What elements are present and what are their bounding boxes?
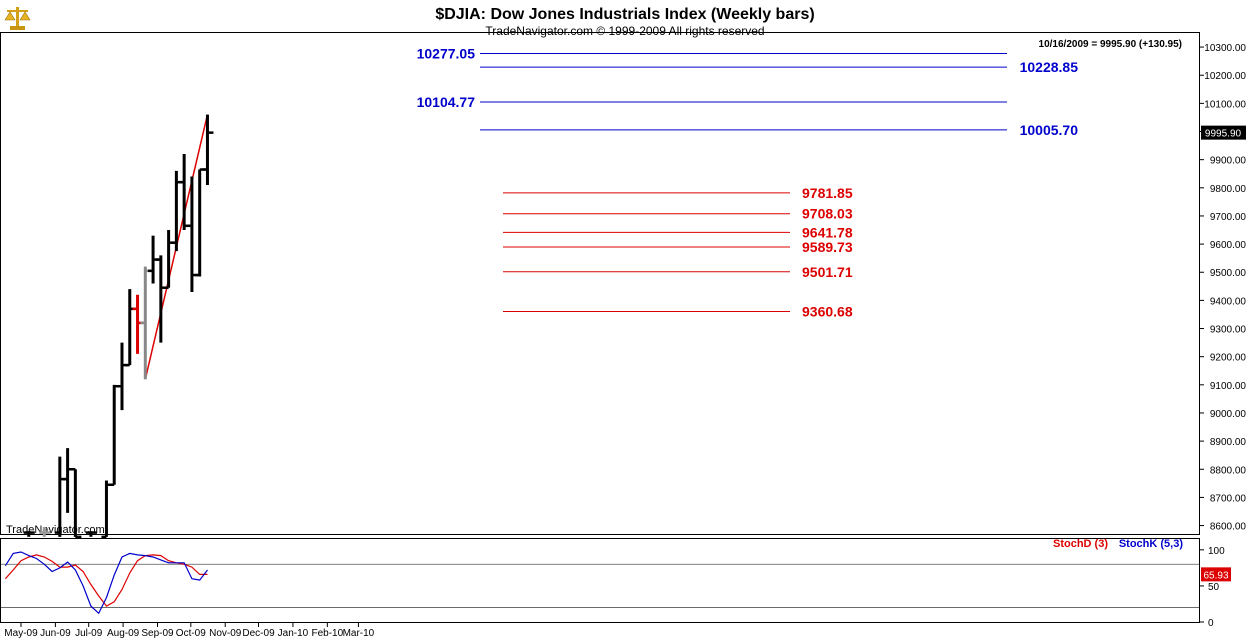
- x-axis-tick-label: Nov-09: [209, 628, 242, 639]
- price-plot-frame: [0, 32, 1200, 535]
- blue-level-label: 10228.85: [1020, 59, 1079, 75]
- red-level-label: 9641.78: [802, 224, 853, 240]
- y-axis-tick-label: 10100.00: [1204, 99, 1246, 110]
- stoch-last-value-tag: [1201, 567, 1231, 582]
- y-axis-tick-label: 9700.00: [1210, 212, 1247, 223]
- stoch-last-value-label: 65.93: [1203, 570, 1228, 581]
- chart-subtitle: TradeNavigator.com © 1999-2009 All right…: [485, 24, 764, 38]
- red-level-label: 9360.68: [802, 303, 853, 319]
- y-axis-tick-label: 9300.00: [1210, 325, 1247, 336]
- blue-level-label: 10104.77: [417, 94, 476, 110]
- x-axis-tick-label: Jun-09: [40, 628, 71, 639]
- blue-level-label: 10005.70: [1020, 122, 1079, 138]
- x-axis-tick-label: Oct-09: [176, 628, 206, 639]
- x-axis-tick-label: Jan-10: [278, 628, 309, 639]
- ohlc-bar: [85, 531, 97, 537]
- stoch-axis-tick-label: 0: [1208, 618, 1214, 629]
- chart-title: $DJIA: Dow Jones Industrials Index (Week…: [435, 6, 814, 23]
- y-axis-tick-label: 9000.00: [1210, 409, 1247, 420]
- red-level-label: 9589.73: [802, 239, 853, 255]
- last-value-label: 9995.90: [1205, 129, 1242, 140]
- scales-icon: [4, 7, 31, 30]
- stoch-series-line: [4, 551, 208, 615]
- x-axis-tick-label: Feb-10: [311, 628, 343, 639]
- y-axis-tick-label: 8700.00: [1210, 493, 1247, 504]
- last-value-tag: [1201, 125, 1246, 140]
- x-axis-tick-label: May-09: [4, 628, 38, 639]
- y-axis-tick-label: 8600.00: [1210, 522, 1247, 533]
- ohlc-bar: [202, 114, 214, 185]
- x-axis-tick-label: Mar-10: [343, 628, 375, 639]
- y-axis-tick-label: 9100.00: [1210, 381, 1247, 392]
- ohlc-bar: [39, 526, 51, 537]
- y-axis-tick-label: 9200.00: [1210, 353, 1247, 364]
- y-axis-tick-label: 8800.00: [1210, 465, 1247, 476]
- y-axis-tick-label: 10300.00: [1204, 43, 1246, 54]
- last-bar-info: 10/16/2009 = 9995.90 (+130.95): [1039, 39, 1182, 50]
- legend-stochd: StochD (3): [1053, 538, 1108, 550]
- x-axis-tick-label: Jul-09: [75, 628, 103, 639]
- y-axis-tick-label: 9400.00: [1210, 296, 1247, 307]
- x-axis-tick-label: Aug-09: [107, 628, 140, 639]
- legend-stochk: StochK (5,3): [1119, 538, 1184, 550]
- ohlc-bar: [70, 468, 82, 539]
- stochastic-plot-frame: [0, 538, 1200, 623]
- y-axis-tick-label: 9600.00: [1210, 240, 1247, 251]
- stoch-series-line: [4, 554, 208, 607]
- y-axis-tick-label: 9800.00: [1210, 184, 1247, 195]
- red-level-label: 9708.03: [802, 206, 853, 222]
- ohlc-bar: [23, 531, 35, 537]
- y-axis-tick-label: 9900.00: [1210, 156, 1247, 167]
- stoch-axis-tick-label: 50: [1208, 582, 1220, 593]
- y-axis-tick-label: 10200.00: [1204, 71, 1246, 82]
- blue-level-label: 10277.05: [417, 46, 476, 62]
- y-axis-tick-label: 9500.00: [1210, 268, 1247, 279]
- x-axis-tick-label: Dec-09: [242, 628, 275, 639]
- red-level-label: 9781.85: [802, 185, 853, 201]
- red-level-label: 9501.71: [802, 264, 853, 280]
- stoch-axis-tick-label: 100: [1208, 546, 1225, 557]
- x-axis-tick-label: Sep-09: [141, 628, 174, 639]
- y-axis-tick-label: 8900.00: [1210, 437, 1247, 448]
